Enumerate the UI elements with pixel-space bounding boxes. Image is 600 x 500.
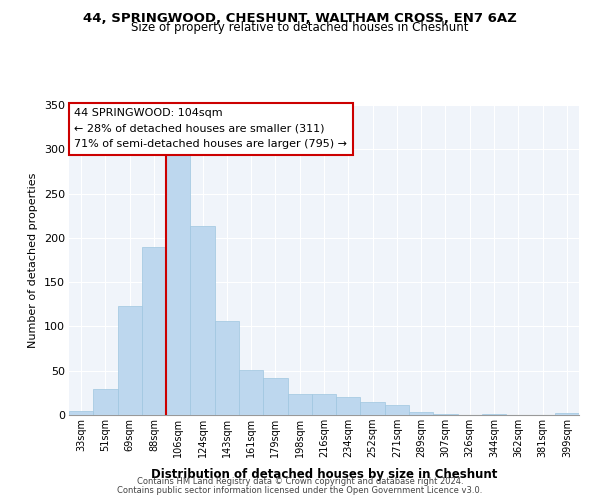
Bar bbox=[312, 394, 336, 415]
Bar bbox=[263, 378, 287, 415]
Bar bbox=[166, 156, 190, 415]
Text: 44 SPRINGWOOD: 104sqm
← 28% of detached houses are smaller (311)
71% of semi-det: 44 SPRINGWOOD: 104sqm ← 28% of detached … bbox=[74, 108, 347, 150]
Bar bbox=[118, 306, 142, 415]
Bar bbox=[239, 370, 263, 415]
Bar bbox=[361, 402, 385, 415]
Bar bbox=[409, 412, 433, 415]
Text: Contains public sector information licensed under the Open Government Licence v3: Contains public sector information licen… bbox=[118, 486, 482, 495]
Text: 44, SPRINGWOOD, CHESHUNT, WALTHAM CROSS, EN7 6AZ: 44, SPRINGWOOD, CHESHUNT, WALTHAM CROSS,… bbox=[83, 12, 517, 26]
X-axis label: Distribution of detached houses by size in Cheshunt: Distribution of detached houses by size … bbox=[151, 468, 497, 481]
Y-axis label: Number of detached properties: Number of detached properties bbox=[28, 172, 38, 348]
Bar bbox=[336, 398, 361, 415]
Bar bbox=[190, 226, 215, 415]
Bar bbox=[385, 406, 409, 415]
Text: Size of property relative to detached houses in Cheshunt: Size of property relative to detached ho… bbox=[131, 22, 469, 35]
Bar bbox=[433, 414, 458, 415]
Bar bbox=[287, 394, 312, 415]
Bar bbox=[93, 390, 118, 415]
Bar bbox=[215, 321, 239, 415]
Bar bbox=[555, 413, 579, 415]
Bar bbox=[142, 246, 166, 415]
Bar bbox=[69, 410, 93, 415]
Bar bbox=[482, 414, 506, 415]
Text: Contains HM Land Registry data © Crown copyright and database right 2024.: Contains HM Land Registry data © Crown c… bbox=[137, 477, 463, 486]
